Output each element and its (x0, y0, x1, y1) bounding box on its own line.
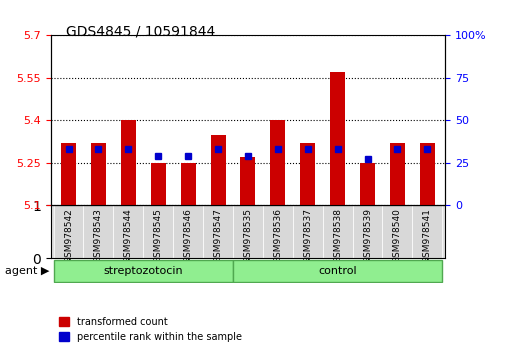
Bar (330, 72, 344, 205)
Bar (210, 135, 225, 205)
FancyBboxPatch shape (412, 205, 441, 258)
Bar (389, 143, 404, 205)
Bar (61, 143, 76, 205)
Bar (299, 143, 315, 205)
Text: GSM978540: GSM978540 (392, 208, 401, 263)
Text: agent ▶: agent ▶ (5, 266, 49, 276)
Bar (419, 143, 434, 205)
FancyBboxPatch shape (382, 205, 412, 258)
Text: GDS4845 / 10591844: GDS4845 / 10591844 (66, 25, 215, 39)
FancyBboxPatch shape (143, 205, 173, 258)
Text: GSM978547: GSM978547 (213, 208, 222, 263)
FancyBboxPatch shape (173, 205, 203, 258)
FancyBboxPatch shape (113, 205, 143, 258)
Text: GSM978543: GSM978543 (94, 208, 103, 263)
Bar (91, 143, 106, 205)
Bar (150, 163, 166, 205)
Bar (240, 157, 255, 205)
Bar (180, 163, 195, 205)
Bar (121, 120, 135, 205)
FancyBboxPatch shape (54, 260, 232, 282)
Bar (270, 120, 285, 205)
Text: GSM978539: GSM978539 (362, 208, 371, 263)
Text: control: control (318, 266, 356, 276)
FancyBboxPatch shape (352, 205, 382, 258)
Legend: transformed count, percentile rank within the sample: transformed count, percentile rank withi… (56, 313, 245, 346)
Text: GSM978546: GSM978546 (183, 208, 192, 263)
Text: GSM978537: GSM978537 (302, 208, 312, 263)
FancyBboxPatch shape (232, 260, 441, 282)
Text: GSM978535: GSM978535 (243, 208, 252, 263)
Text: streptozotocin: streptozotocin (104, 266, 183, 276)
FancyBboxPatch shape (83, 205, 113, 258)
Text: GSM978542: GSM978542 (64, 208, 73, 263)
Text: GSM978541: GSM978541 (422, 208, 431, 263)
Text: GSM978536: GSM978536 (273, 208, 282, 263)
FancyBboxPatch shape (203, 205, 232, 258)
Bar (360, 163, 374, 205)
FancyBboxPatch shape (54, 205, 83, 258)
FancyBboxPatch shape (322, 205, 352, 258)
FancyBboxPatch shape (232, 205, 263, 258)
Text: GSM978544: GSM978544 (124, 208, 133, 263)
Text: GSM978545: GSM978545 (154, 208, 163, 263)
FancyBboxPatch shape (292, 205, 322, 258)
FancyBboxPatch shape (263, 205, 292, 258)
Text: GSM978538: GSM978538 (332, 208, 341, 263)
